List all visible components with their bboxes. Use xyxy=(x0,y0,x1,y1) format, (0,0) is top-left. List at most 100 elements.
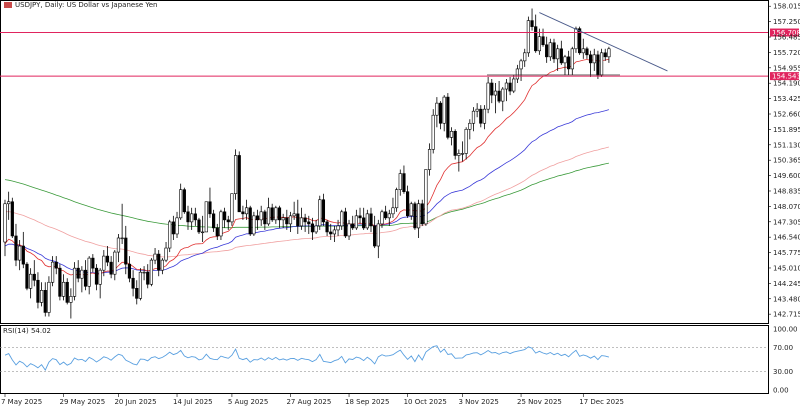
candle xyxy=(599,48,604,77)
candle-body xyxy=(39,290,44,303)
candle xyxy=(310,217,315,240)
candle-body xyxy=(65,281,69,303)
candle xyxy=(105,246,110,267)
candle-body xyxy=(54,261,58,269)
candle-body xyxy=(475,108,479,112)
candle-body xyxy=(405,191,410,217)
candle xyxy=(508,76,512,96)
candle-body xyxy=(307,221,311,225)
candle xyxy=(277,205,282,228)
candle-body xyxy=(259,211,263,221)
candle-body xyxy=(490,82,494,96)
candle-body xyxy=(270,207,274,221)
time-tick-label: 20 Jun 2025 xyxy=(114,398,156,406)
time-tick-label: 14 Jul 2025 xyxy=(173,398,213,406)
price-tick-label: 146.540 xyxy=(773,234,800,242)
candle xyxy=(416,199,421,238)
candle-body xyxy=(197,219,201,233)
candle xyxy=(127,256,132,283)
candle xyxy=(545,36,549,63)
candle-body xyxy=(376,223,380,247)
candle xyxy=(124,225,128,275)
candle xyxy=(395,187,399,212)
candle-body xyxy=(398,173,402,190)
candle-body xyxy=(574,28,578,50)
candle xyxy=(7,191,11,220)
symbol-icon xyxy=(4,2,12,8)
candle-body xyxy=(482,108,487,124)
candle xyxy=(29,268,33,299)
price-tick-label: 151.895 xyxy=(773,126,800,134)
candle-body xyxy=(431,114,435,150)
candle xyxy=(94,264,99,291)
trend-line[interactable] xyxy=(539,12,668,72)
candle-body xyxy=(519,60,523,70)
candle xyxy=(72,262,77,301)
candle xyxy=(438,101,443,130)
price-tick-label: 154.955 xyxy=(773,64,800,72)
candle xyxy=(314,219,318,234)
candle xyxy=(215,223,219,240)
candle-body xyxy=(329,231,333,235)
candle-body xyxy=(80,269,84,279)
candle xyxy=(263,209,267,230)
candle xyxy=(138,268,143,301)
candle xyxy=(365,209,369,230)
hline-label-bg xyxy=(770,28,799,37)
candle xyxy=(479,105,483,128)
price-tick-label: 151.130 xyxy=(773,141,800,149)
candle-body xyxy=(61,281,66,297)
candle-body xyxy=(171,221,175,235)
candle-body xyxy=(186,211,190,223)
candle xyxy=(442,95,446,132)
candle-body xyxy=(7,201,11,205)
candle xyxy=(453,129,457,160)
candle xyxy=(116,233,121,263)
candle xyxy=(409,201,413,220)
candle xyxy=(113,250,117,281)
candle-body xyxy=(559,48,563,64)
candle-body xyxy=(105,255,110,263)
candle-body xyxy=(351,223,355,229)
candle xyxy=(32,260,36,287)
candlesticks xyxy=(3,8,611,319)
candle-body xyxy=(358,215,362,219)
price-tick-label: 142.715 xyxy=(773,311,800,319)
candle xyxy=(109,256,113,279)
candle-body xyxy=(523,52,527,62)
candle-body xyxy=(541,36,545,46)
candle xyxy=(471,107,476,132)
chart-title-text: USDJPY, Daily: US Dollar vs Japanese Yen xyxy=(15,1,158,9)
price-tick-label: 147.305 xyxy=(773,218,800,226)
candle xyxy=(164,242,168,263)
candle-body xyxy=(340,211,344,227)
price-tick-label: 157.250 xyxy=(773,18,800,26)
candle xyxy=(398,169,402,196)
candle-body xyxy=(585,48,589,56)
time-tick-label: 3 Nov 2025 xyxy=(459,398,499,406)
candle xyxy=(50,256,55,287)
time-tick-label: 10 Oct 2025 xyxy=(404,398,447,406)
candle xyxy=(552,38,556,63)
candle-body xyxy=(504,82,509,90)
candle xyxy=(534,14,538,53)
candle-body xyxy=(113,251,117,275)
candle-body xyxy=(501,88,505,102)
candle xyxy=(607,46,611,63)
candle xyxy=(460,141,465,162)
candle xyxy=(80,266,84,293)
candle xyxy=(274,205,278,224)
candle xyxy=(171,215,175,240)
candle-body xyxy=(603,52,607,58)
candle xyxy=(592,48,596,71)
candle-body xyxy=(204,201,208,233)
candle-body xyxy=(255,215,260,221)
candle-body xyxy=(69,296,73,303)
candle-body xyxy=(471,110,476,124)
candle xyxy=(493,83,498,114)
candle-body xyxy=(556,48,560,60)
candle xyxy=(424,169,428,226)
candle-body xyxy=(373,225,377,247)
candle xyxy=(588,50,593,77)
